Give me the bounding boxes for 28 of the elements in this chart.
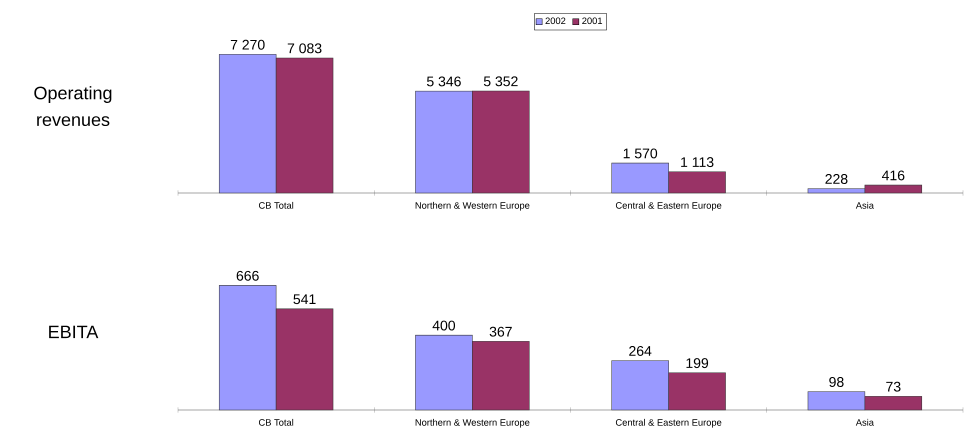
x-tick-label: Asia — [856, 202, 874, 209]
x-tick-label: Central & Eastern Europe — [616, 418, 722, 428]
x-tick-label: CB Total — [258, 418, 294, 426]
data-label: 541 — [293, 294, 316, 304]
data-label: 5 352 — [484, 76, 518, 86]
y-axis-title: EBITA — [49, 326, 98, 338]
data-label: 1 570 — [624, 148, 658, 158]
data-label: 1 113 — [681, 157, 714, 168]
legend-label: 2002 — [546, 17, 566, 24]
y-axis-title: Operating revenues — [34, 86, 112, 126]
data-label: 666 — [236, 270, 259, 281]
data-label: 400 — [432, 320, 456, 330]
data-label: 7 270 — [230, 40, 265, 50]
data-label: 367 — [490, 326, 512, 337]
data-label: 98 — [829, 377, 844, 387]
data-label: 228 — [825, 174, 848, 184]
data-label: 199 — [686, 358, 708, 368]
data-label: 416 — [882, 170, 904, 180]
x-tick-label: Asia — [856, 418, 874, 426]
data-label: 73 — [886, 382, 901, 392]
x-tick-label: Central & Eastern Europe — [616, 202, 722, 211]
x-tick-label: CB Total — [258, 202, 294, 209]
legend-label: 2001 — [582, 17, 602, 24]
data-label: 264 — [629, 346, 652, 356]
x-tick-label: Northern & Western Europe — [416, 418, 530, 428]
x-tick-label: Northern & Western Europe — [416, 202, 530, 211]
data-label: 7 083 — [288, 43, 322, 54]
data-label: 5 346 — [426, 76, 461, 86]
